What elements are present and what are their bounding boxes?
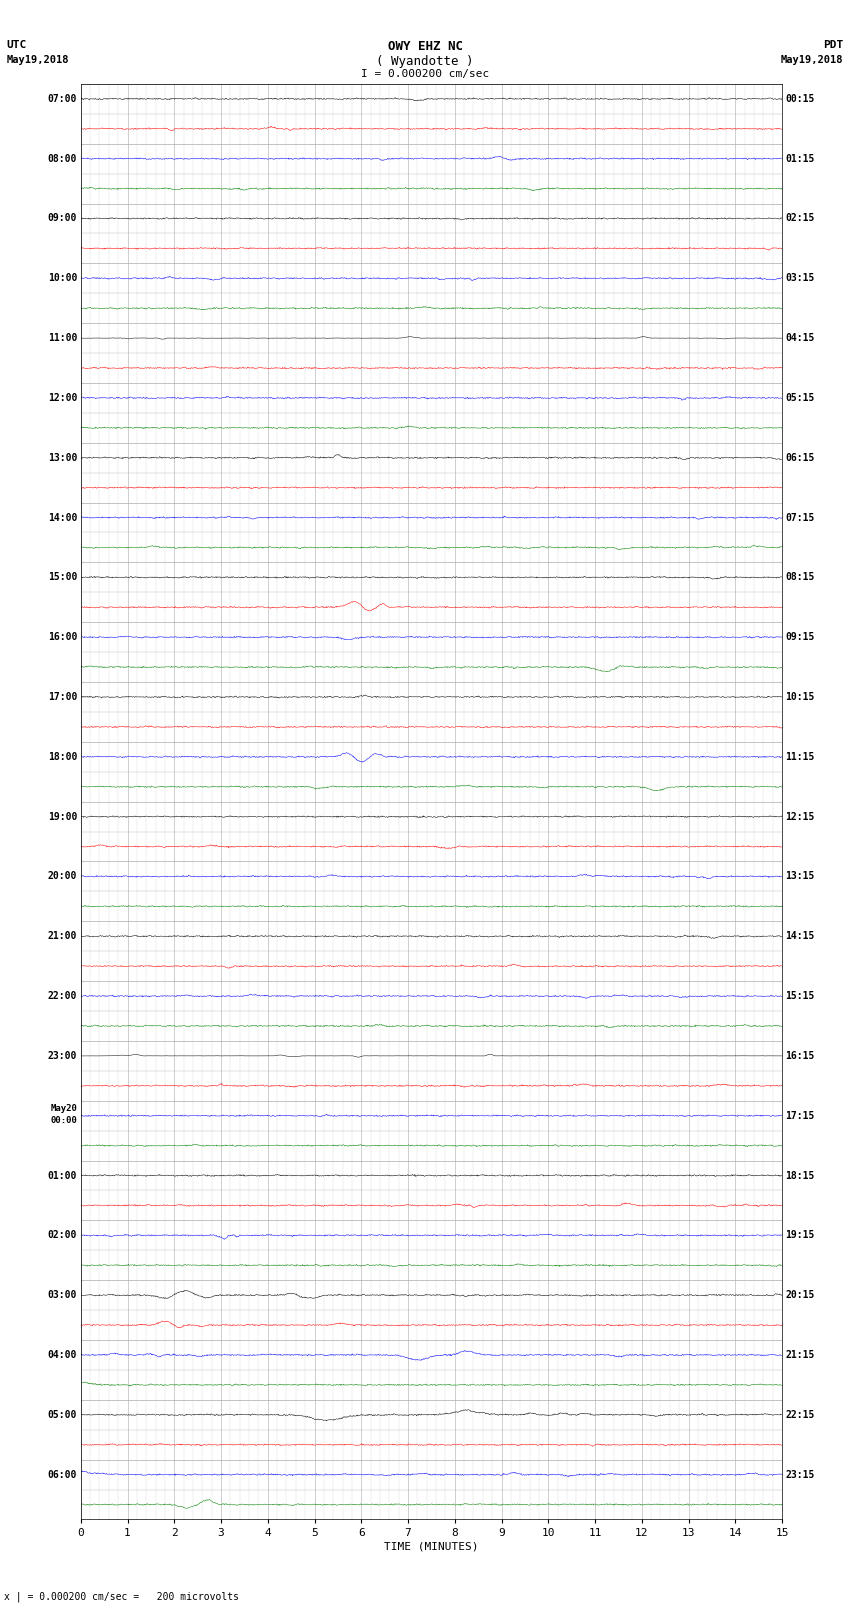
Text: 14:00: 14:00 xyxy=(48,513,77,523)
Text: 01:15: 01:15 xyxy=(785,153,815,163)
Text: 13:00: 13:00 xyxy=(48,453,77,463)
Text: 13:15: 13:15 xyxy=(785,871,815,881)
Text: 22:15: 22:15 xyxy=(785,1410,815,1419)
Text: 19:00: 19:00 xyxy=(48,811,77,821)
Text: 19:15: 19:15 xyxy=(785,1231,815,1240)
Text: 03:15: 03:15 xyxy=(785,273,815,284)
Text: 21:00: 21:00 xyxy=(48,931,77,942)
Text: 07:00: 07:00 xyxy=(48,94,77,103)
Text: 07:15: 07:15 xyxy=(785,513,815,523)
Text: 10:15: 10:15 xyxy=(785,692,815,702)
Text: 04:15: 04:15 xyxy=(785,334,815,344)
Text: 08:15: 08:15 xyxy=(785,573,815,582)
Text: 00:00: 00:00 xyxy=(50,1116,77,1124)
Text: 00:15: 00:15 xyxy=(785,94,815,103)
Text: 11:00: 11:00 xyxy=(48,334,77,344)
Text: 02:00: 02:00 xyxy=(48,1231,77,1240)
Text: 05:00: 05:00 xyxy=(48,1410,77,1419)
Text: 09:00: 09:00 xyxy=(48,213,77,224)
Text: 21:15: 21:15 xyxy=(785,1350,815,1360)
Text: 15:15: 15:15 xyxy=(785,990,815,1002)
Text: PDT: PDT xyxy=(823,40,843,50)
Text: May19,2018: May19,2018 xyxy=(780,55,843,65)
Text: 02:15: 02:15 xyxy=(785,213,815,224)
Text: 06:00: 06:00 xyxy=(48,1469,77,1479)
Text: 17:00: 17:00 xyxy=(48,692,77,702)
Text: 10:00: 10:00 xyxy=(48,273,77,284)
Text: 22:00: 22:00 xyxy=(48,990,77,1002)
Text: 23:15: 23:15 xyxy=(785,1469,815,1479)
Text: 06:15: 06:15 xyxy=(785,453,815,463)
Text: May19,2018: May19,2018 xyxy=(7,55,70,65)
Text: 15:00: 15:00 xyxy=(48,573,77,582)
Text: 18:15: 18:15 xyxy=(785,1171,815,1181)
Text: 20:00: 20:00 xyxy=(48,871,77,881)
Text: 16:15: 16:15 xyxy=(785,1052,815,1061)
Text: 05:15: 05:15 xyxy=(785,394,815,403)
Text: 09:15: 09:15 xyxy=(785,632,815,642)
Text: 20:15: 20:15 xyxy=(785,1290,815,1300)
Text: 03:00: 03:00 xyxy=(48,1290,77,1300)
X-axis label: TIME (MINUTES): TIME (MINUTES) xyxy=(384,1542,479,1552)
Text: ( Wyandotte ): ( Wyandotte ) xyxy=(377,55,473,68)
Text: 12:15: 12:15 xyxy=(785,811,815,821)
Text: 18:00: 18:00 xyxy=(48,752,77,761)
Text: 14:15: 14:15 xyxy=(785,931,815,942)
Text: 04:00: 04:00 xyxy=(48,1350,77,1360)
Text: 16:00: 16:00 xyxy=(48,632,77,642)
Text: 08:00: 08:00 xyxy=(48,153,77,163)
Text: 12:00: 12:00 xyxy=(48,394,77,403)
Text: 23:00: 23:00 xyxy=(48,1052,77,1061)
Text: OWY EHZ NC: OWY EHZ NC xyxy=(388,40,462,53)
Text: 17:15: 17:15 xyxy=(785,1111,815,1121)
Text: May20: May20 xyxy=(50,1103,77,1113)
Text: UTC: UTC xyxy=(7,40,27,50)
Text: x | = 0.000200 cm/sec =   200 microvolts: x | = 0.000200 cm/sec = 200 microvolts xyxy=(4,1590,239,1602)
Text: I = 0.000200 cm/sec: I = 0.000200 cm/sec xyxy=(361,69,489,79)
Text: 01:00: 01:00 xyxy=(48,1171,77,1181)
Text: 11:15: 11:15 xyxy=(785,752,815,761)
